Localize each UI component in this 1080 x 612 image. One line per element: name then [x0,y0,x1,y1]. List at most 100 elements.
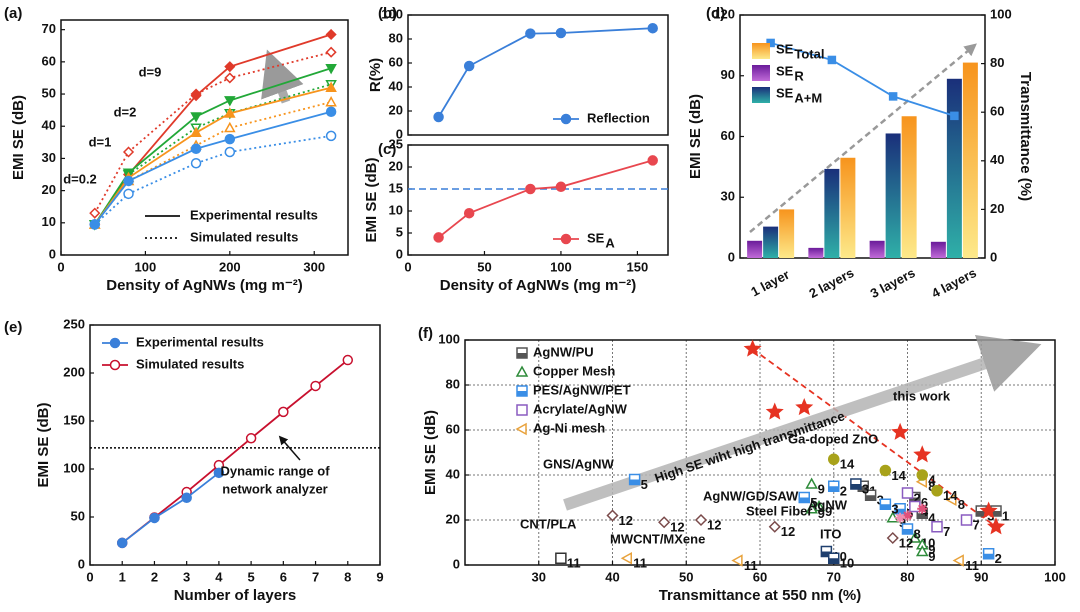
legend-label: Copper Mesh [533,363,615,378]
legend-label: SE [776,41,794,56]
marker [828,480,840,492]
marker-half [517,353,527,358]
marker [879,498,892,510]
marker [606,509,619,522]
marker [812,499,826,512]
series-line [93,51,332,214]
series-line [770,42,955,117]
marker [515,365,529,377]
point-label: 14 [943,488,958,503]
marker-half [828,486,839,492]
marker [516,404,528,416]
marker [516,347,528,359]
marker [909,500,921,513]
series-line [94,135,332,226]
marker [555,181,567,193]
point-label: 12 [781,524,795,539]
marker [901,523,914,535]
y-tick-label: 250 [63,316,85,331]
marker [149,512,160,524]
x-tick-label: 70 [827,569,841,584]
point-label: 9 [928,549,935,564]
marker [109,359,121,371]
marker [828,453,840,465]
point-label: 5 [810,495,817,510]
y-tick-label: 10 [389,202,403,217]
x-tick-label: 3 layers [868,265,918,301]
y-tick-label: 0 [396,246,403,261]
marker [658,516,671,529]
point-label: 9 [818,506,825,521]
marker [190,143,202,155]
marker [224,121,236,133]
series-annotation: AgNW [808,497,848,512]
plot-frame [407,14,669,136]
point-label: 7 [943,524,950,539]
point-label: 12 [619,513,633,528]
x-tick-label: 0 [57,259,64,274]
marker [325,63,337,75]
point-label: 6 [921,495,928,510]
marker [902,510,913,521]
y-tick-label: 90 [721,67,735,82]
panel-label: (b) [378,5,397,22]
y-tick-label: 0 [49,246,56,261]
y2-axis-title: Transmittance (%) [1017,72,1034,201]
marker [864,489,877,501]
marker [463,60,475,72]
legend-label: Experimental results [190,207,318,222]
bar [885,133,901,258]
marker [555,552,567,564]
panel-label: (e) [4,319,22,336]
marker-half [880,504,891,510]
series-line [94,67,332,225]
y2-tick-label: 0 [990,249,997,264]
point-label: 8 [928,479,935,494]
legend-swatch [752,65,770,81]
marker [886,531,899,545]
marker [931,485,943,497]
x-tick-label: 100 [550,259,572,274]
series-line [121,472,220,544]
marker-half [917,513,928,519]
y2-tick-label: 100 [990,6,1012,21]
x-axis-title: Density of AgNWs (mg m⁻²) [106,277,303,294]
y-tick-label: 100 [381,6,403,21]
y-axis-title: R(%) [367,58,384,92]
point-label: 14 [840,457,855,472]
annotation: Dynamic range of [220,463,330,478]
marker-half [799,497,810,503]
legend-label: SE [587,230,605,245]
bar [747,240,763,258]
x-tick-label: 80 [900,569,914,584]
y-tick-label: 5 [396,224,403,239]
marker [224,107,236,118]
marker [525,28,536,39]
marker [916,469,928,481]
bar [763,226,779,258]
marker [917,503,928,514]
marker [560,233,572,245]
y-tick-label: 80 [389,30,403,45]
y-tick-label: 25 [389,136,403,151]
series-line [121,359,349,544]
series-line [437,27,653,118]
x-tick-label: 2 [151,569,158,584]
y-tick-label: 20 [446,511,460,526]
y-axis-title: EMI SE (dB) [687,94,704,179]
point-label: 1 [1002,508,1009,523]
panel-label: (a) [4,5,22,22]
marker [901,487,914,499]
y-tick-label: 120 [713,6,735,21]
marker [433,111,444,123]
y2-tick-label: 20 [990,201,1004,216]
point-label: 11 [567,556,581,571]
bar [946,78,962,258]
series-annotation: CNT/PLA [520,516,577,531]
y-tick-label: 40 [42,118,56,133]
marker [694,513,708,527]
marker [827,55,837,65]
marker [820,545,833,558]
x-tick-label: 50 [679,569,693,584]
marker [560,113,572,125]
